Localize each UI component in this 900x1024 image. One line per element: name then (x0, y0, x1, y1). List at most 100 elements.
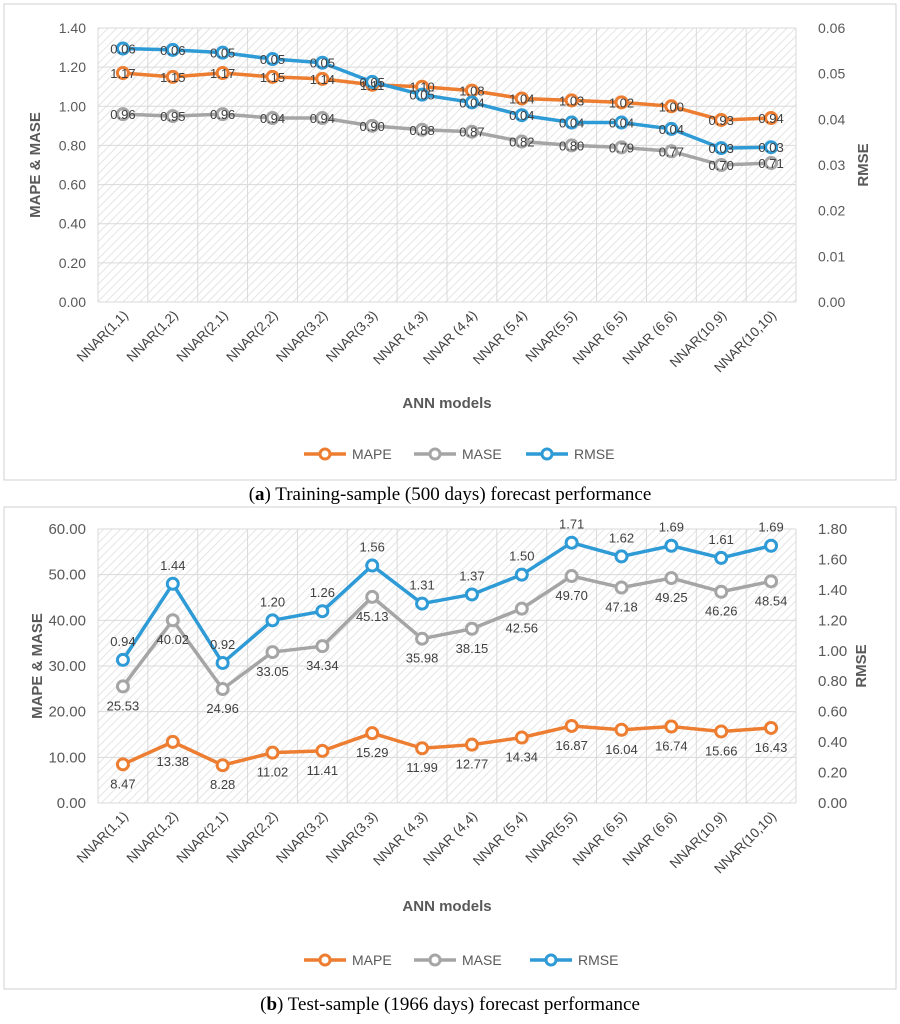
legend-item-rmse: RMSE (530, 952, 618, 968)
data-label-rmse: 1.37 (459, 568, 484, 583)
data-label-mase: 35.98 (406, 651, 439, 666)
data-point-rmse (365, 74, 380, 89)
data-label-rmse: 0.05 (360, 75, 385, 90)
data-point-mase (564, 138, 579, 153)
data-point-mase (614, 580, 629, 595)
y2-axis-title: RMSE (853, 644, 870, 687)
data-point-mase (664, 144, 679, 159)
data-label-mase: 38.15 (456, 641, 489, 656)
data-label-rmse: 1.44 (160, 558, 185, 573)
y-tick-label: 1.40 (59, 20, 86, 36)
x-axis-title: ANN models (402, 898, 491, 915)
y2-tick-label: 0.00 (818, 795, 847, 812)
data-point-rmse (564, 115, 579, 130)
data-point-rmse (564, 535, 579, 550)
y2-tick-label: 0.60 (818, 704, 847, 721)
data-point-mase (215, 682, 230, 697)
y2-tick-label: 0.40 (818, 734, 847, 751)
data-point-mase (464, 621, 479, 636)
legend-label-rmse: RMSE (578, 952, 618, 968)
data-point-mase (415, 122, 430, 137)
data-label-rmse: 1.50 (509, 549, 534, 564)
legend-item-mase: MASE (414, 952, 502, 968)
legend-marker-mase (428, 447, 442, 461)
data-point-rmse (115, 652, 130, 667)
training-chart: 0.00 0.20 0.40 0.60 0.80 1.00 1.20 1.40 0.00 0.01… (3, 3, 897, 481)
data-label-mase: 48.54 (755, 593, 788, 608)
data-point-rmse (415, 87, 430, 102)
data-label-mape: 1.15 (160, 70, 185, 85)
data-label-mase: 0.79 (609, 140, 634, 155)
data-label-mase: 0.87 (459, 125, 484, 140)
y2-tick-label: 1.80 (818, 521, 847, 538)
data-point-mape (564, 718, 579, 733)
data-point-mape (415, 741, 430, 756)
y-tick-label: 0.00 (57, 795, 86, 812)
y2-tick-label: 0.20 (818, 765, 847, 782)
data-point-mape (664, 99, 679, 114)
data-label-mape: 14.34 (506, 750, 539, 765)
data-point-mape (165, 734, 180, 749)
data-label-mape: 1.08 (459, 84, 484, 99)
y2-tick-label: 0.80 (818, 673, 847, 690)
data-label-rmse: 0.94 (110, 634, 135, 649)
data-point-mape (714, 724, 729, 739)
y2-axis-title: RMSE (855, 143, 872, 186)
data-point-mase (315, 111, 330, 126)
y-tick-label: 60.00 (48, 521, 86, 538)
data-point-mase (564, 569, 579, 584)
data-label-mape: 11.99 (406, 760, 438, 775)
data-label-mase: 0.71 (758, 156, 783, 171)
data-point-rmse (115, 41, 130, 56)
data-point-mase (514, 134, 529, 149)
data-point-rmse (265, 613, 280, 628)
data-label-mase: 0.90 (360, 119, 385, 134)
y-tick-label: 0.20 (59, 255, 86, 271)
series-line-mape (122, 724, 772, 767)
data-point-mape (265, 69, 280, 84)
series-line-mase (121, 574, 772, 691)
y-tick-label: 40.00 (48, 612, 86, 629)
data-point-rmse (315, 604, 330, 619)
data-label-rmse: 0.03 (758, 140, 783, 155)
data-point-rmse (764, 538, 779, 553)
legend-label-mape: MAPE (352, 446, 392, 462)
data-label-mase: 49.25 (655, 590, 688, 605)
legend-item-rmse: RMSE (526, 446, 614, 462)
data-point-rmse (664, 121, 679, 136)
data-label-rmse: 0.06 (160, 43, 185, 58)
data-label-rmse: 1.71 (559, 517, 584, 532)
data-point-mape (265, 745, 280, 760)
data-point-mape (315, 743, 330, 758)
data-label-mase: 0.77 (659, 144, 684, 159)
data-label-mape: 1.15 (260, 70, 285, 85)
data-point-mape (365, 726, 380, 741)
data-label-mape: 0.94 (758, 111, 783, 126)
data-label-mase: 34.34 (306, 658, 339, 673)
data-point-mase (165, 613, 180, 628)
data-point-mase (664, 571, 679, 586)
data-label-mape: 12.77 (456, 757, 489, 772)
data-label-mase: 0.88 (409, 123, 434, 138)
data-label-rmse: 0.04 (459, 95, 484, 110)
caption-test: (b) Test-sample (1966 days) forecast per… (260, 994, 640, 1015)
data-label-rmse: 1.31 (409, 578, 434, 593)
data-point-mase (215, 107, 230, 122)
data-label-mase: 0.95 (160, 109, 185, 124)
data-label-mase: 0.96 (210, 107, 235, 122)
data-label-mape: 1.02 (609, 95, 634, 110)
data-point-rmse (664, 538, 679, 553)
legend-item-mape: MAPE (304, 446, 392, 462)
data-label-rmse: 0.06 (110, 42, 135, 57)
legend-label-mape: MAPE (352, 952, 392, 968)
data-point-rmse (514, 567, 529, 582)
data-label-mase: 45.13 (356, 609, 389, 624)
data-label-mase: 47.18 (605, 600, 638, 615)
legend-marker-rmse (540, 447, 554, 461)
data-point-mape (464, 737, 479, 752)
legend-label-mase: MASE (462, 446, 502, 462)
data-point-mase (315, 639, 330, 654)
legend-label-mase: MASE (462, 952, 502, 968)
y2-tick-label: 0.02 (818, 203, 845, 219)
data-label-mape: 1.17 (210, 66, 235, 81)
